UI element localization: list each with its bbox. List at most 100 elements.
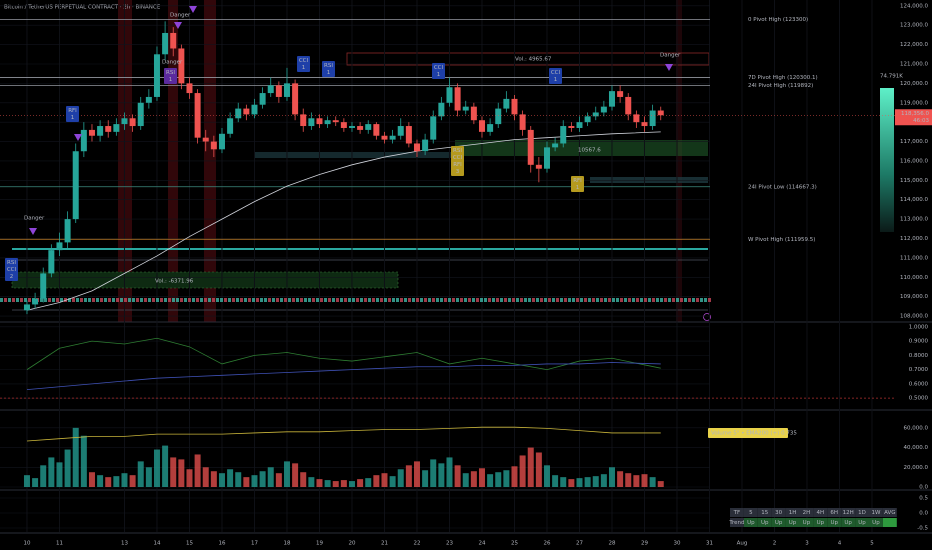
signal-strip bbox=[44, 298, 47, 302]
signal-strip bbox=[532, 298, 535, 302]
volume-bar bbox=[568, 479, 575, 487]
table-header-cell bbox=[785, 508, 800, 517]
signal-strip bbox=[364, 298, 367, 302]
volume-bar bbox=[430, 459, 437, 487]
volume-bar bbox=[495, 472, 502, 487]
signal-strip bbox=[488, 298, 491, 302]
signal-strip bbox=[520, 298, 523, 302]
y-tick-label: 0.6000 bbox=[909, 381, 929, 387]
candle-body bbox=[202, 137, 209, 142]
volume-bar bbox=[503, 470, 510, 487]
candle-body bbox=[145, 96, 152, 103]
signal-strip bbox=[280, 298, 283, 302]
volume-bar bbox=[145, 467, 152, 487]
signal-strip bbox=[176, 298, 179, 302]
signal-strip bbox=[420, 298, 423, 302]
candle-body bbox=[178, 48, 185, 84]
signal-text: CCI bbox=[453, 155, 463, 161]
volume-bar bbox=[56, 462, 63, 487]
candle-body bbox=[32, 298, 39, 305]
signal-text: RSI bbox=[453, 148, 462, 154]
annotation: Danger bbox=[24, 216, 45, 222]
candle-body bbox=[153, 54, 160, 97]
signal-strip bbox=[672, 298, 675, 302]
volume-bar bbox=[381, 473, 388, 487]
signal-box bbox=[451, 146, 464, 176]
volume-bar bbox=[600, 474, 607, 487]
x-tick-label: 30 bbox=[673, 541, 680, 547]
signal-strip bbox=[132, 298, 135, 302]
signal-strip bbox=[508, 298, 511, 302]
candle-body bbox=[552, 143, 559, 148]
signal-strip bbox=[636, 298, 639, 302]
annotation: 74.791K bbox=[880, 74, 903, 80]
signal-text: CCI bbox=[299, 58, 309, 64]
volume-bar bbox=[446, 457, 453, 487]
signal-strip bbox=[52, 298, 55, 302]
signal-text: 1 bbox=[169, 77, 173, 83]
signal-strip bbox=[260, 298, 263, 302]
candle-body bbox=[283, 83, 290, 97]
y-tick-label: 124,000.0 bbox=[900, 3, 928, 9]
volume-bar bbox=[137, 461, 144, 487]
signal-strip bbox=[596, 298, 599, 302]
volume-bar bbox=[275, 473, 282, 487]
x-tick-label: 13 bbox=[121, 541, 128, 547]
volume-bar bbox=[97, 475, 104, 487]
table-cell-text: Up bbox=[775, 520, 783, 526]
signal-strip bbox=[604, 298, 607, 302]
signal-strip bbox=[440, 298, 443, 302]
candle-body bbox=[592, 112, 599, 117]
signal-text: 2 bbox=[10, 274, 14, 280]
moving-average bbox=[26, 131, 661, 311]
y-tick-label: 60,000.0 bbox=[904, 425, 929, 431]
volume-bar bbox=[194, 454, 201, 487]
signal-strip bbox=[140, 298, 143, 302]
signal-strip bbox=[192, 298, 195, 302]
signal-strip bbox=[172, 298, 175, 302]
signal-strip bbox=[588, 298, 591, 302]
volume-bar bbox=[210, 471, 217, 487]
signal-strip bbox=[316, 298, 319, 302]
signal-strip bbox=[568, 298, 571, 302]
table-cell-text: Trend bbox=[728, 520, 744, 526]
candle-body bbox=[487, 124, 494, 132]
signal-strip bbox=[84, 298, 87, 302]
signal-strip bbox=[696, 298, 699, 302]
table-header-cell bbox=[771, 508, 786, 517]
signal-strip bbox=[628, 298, 631, 302]
countdown-label: 46:03 bbox=[913, 118, 929, 124]
candle-body bbox=[373, 124, 380, 136]
signal-strip bbox=[72, 298, 75, 302]
table-cell-text: Up bbox=[747, 520, 755, 526]
signal-strip bbox=[40, 298, 43, 302]
signal-strip bbox=[68, 298, 71, 302]
signal-strip bbox=[528, 298, 531, 302]
candle-body bbox=[527, 129, 534, 165]
y-tick-label: 112,000.0 bbox=[900, 236, 928, 242]
signal-strip bbox=[524, 298, 527, 302]
y-tick-label: 116,000.0 bbox=[900, 158, 928, 164]
signal-strip bbox=[264, 298, 267, 302]
candle-body bbox=[259, 93, 266, 105]
signal-strip bbox=[188, 298, 191, 302]
x-tick-label: 16 bbox=[218, 541, 225, 547]
signal-triangle bbox=[174, 22, 182, 29]
signal-strip bbox=[452, 298, 455, 302]
signal-strip bbox=[12, 298, 15, 302]
y-tick-label: 122,000.0 bbox=[900, 42, 928, 48]
replay-icon[interactable] bbox=[703, 313, 711, 321]
volume-bar bbox=[162, 445, 169, 487]
volume-bar bbox=[519, 455, 526, 487]
table-cell bbox=[799, 518, 814, 527]
signal-strip bbox=[244, 298, 247, 302]
candle-body bbox=[340, 122, 347, 128]
candle-body bbox=[438, 102, 445, 117]
volume-bar bbox=[202, 467, 209, 487]
signal-text: RFI bbox=[573, 178, 582, 184]
candle-body bbox=[275, 85, 282, 97]
volume-bar bbox=[48, 457, 55, 487]
signal-strip bbox=[552, 298, 555, 302]
oscillator-line bbox=[26, 337, 661, 371]
signal-box bbox=[66, 106, 79, 122]
